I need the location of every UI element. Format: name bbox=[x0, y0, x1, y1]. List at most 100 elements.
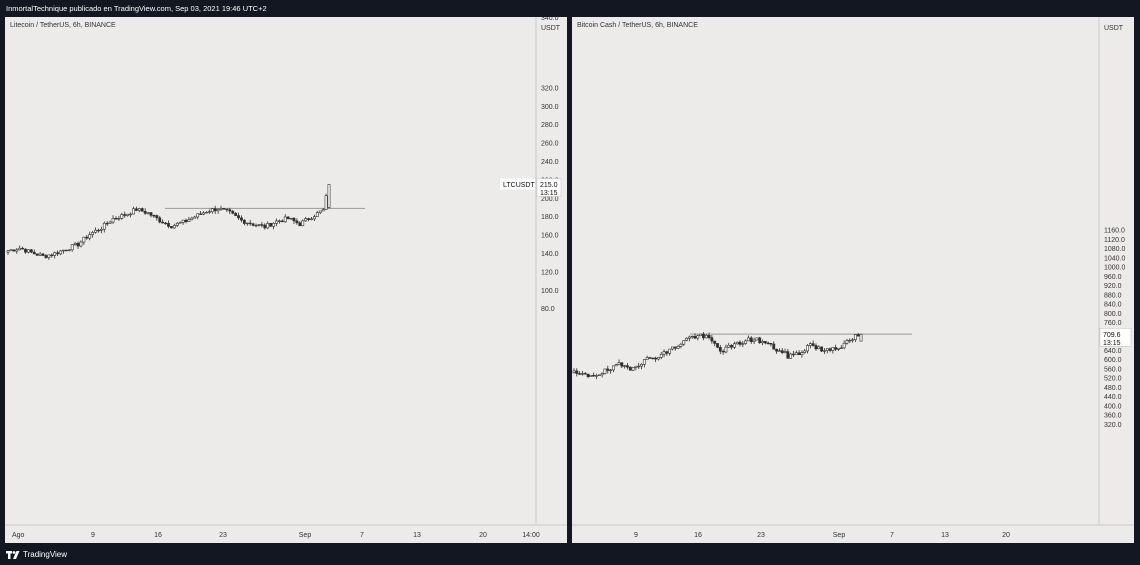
candle bbox=[775, 348, 778, 354]
candle-body bbox=[190, 217, 194, 221]
candle-body bbox=[324, 195, 328, 210]
candle-body bbox=[845, 340, 849, 344]
price-tick-label: 960.0 bbox=[1104, 274, 1122, 281]
candle bbox=[713, 340, 717, 347]
candle bbox=[710, 335, 714, 344]
candle-body bbox=[747, 337, 750, 342]
price-tick-label: 280.0 bbox=[541, 122, 559, 129]
candle bbox=[184, 218, 188, 224]
candle bbox=[254, 223, 258, 228]
candle-body bbox=[752, 339, 756, 342]
candle-body bbox=[213, 208, 217, 212]
candle-body bbox=[817, 346, 821, 350]
time-tick-label: 16 bbox=[154, 532, 162, 539]
candle bbox=[673, 346, 677, 351]
candle bbox=[292, 217, 296, 225]
candle bbox=[732, 341, 736, 350]
candle bbox=[747, 335, 750, 342]
candle-body bbox=[839, 347, 843, 349]
candle bbox=[572, 368, 576, 374]
currency-label: USDT bbox=[1104, 25, 1124, 32]
candle-body bbox=[108, 221, 112, 224]
candle bbox=[105, 221, 109, 227]
candle-body bbox=[837, 347, 840, 350]
price-tick-label: 80.0 bbox=[541, 306, 555, 313]
candle-body bbox=[225, 208, 229, 211]
candle-body bbox=[298, 222, 302, 227]
candle-body bbox=[155, 215, 159, 219]
candle-body bbox=[94, 229, 97, 233]
candle bbox=[9, 249, 13, 252]
price-tick-label: 560.0 bbox=[1104, 366, 1122, 373]
candle-body bbox=[205, 211, 208, 214]
candle bbox=[269, 223, 273, 227]
candle bbox=[32, 249, 36, 255]
litecoin-chart-svg[interactable]: USDT340.0320.0300.0280.0260.0240.0220.02… bbox=[5, 17, 567, 543]
litecoin-chart-panel[interactable]: USDT340.0320.0300.0280.0260.0240.0220.02… bbox=[5, 17, 567, 543]
candle bbox=[671, 346, 674, 351]
candle bbox=[702, 331, 705, 341]
countdown-label: 13:15 bbox=[1103, 340, 1121, 347]
candle bbox=[205, 211, 208, 214]
candle bbox=[53, 251, 57, 259]
candle-body bbox=[778, 350, 781, 352]
candle-body bbox=[738, 341, 742, 345]
candle-body bbox=[143, 211, 147, 214]
candle bbox=[828, 347, 832, 353]
last-price-label: 215.0 bbox=[540, 182, 558, 189]
candle bbox=[260, 221, 264, 228]
candle bbox=[603, 368, 607, 375]
candle bbox=[50, 253, 54, 258]
candle-body bbox=[76, 242, 80, 247]
candle bbox=[318, 210, 322, 215]
candle bbox=[637, 362, 641, 369]
price-tick-label: 260.0 bbox=[541, 141, 559, 148]
candle bbox=[6, 250, 10, 255]
candle-body bbox=[808, 343, 812, 346]
candle bbox=[234, 212, 238, 217]
price-tick-label: 120.0 bbox=[541, 269, 559, 276]
candle bbox=[97, 228, 100, 233]
candle bbox=[645, 355, 649, 360]
candle bbox=[304, 217, 308, 222]
candle-body bbox=[716, 343, 719, 348]
time-tick-label: Ago bbox=[12, 532, 25, 539]
candle-body bbox=[600, 373, 604, 376]
price-tick-label: 320.0 bbox=[541, 85, 559, 92]
candle-body bbox=[24, 248, 27, 253]
candle-body bbox=[269, 223, 273, 227]
candle bbox=[137, 207, 141, 213]
candle bbox=[237, 212, 240, 220]
candle-body bbox=[662, 351, 666, 355]
candle-body bbox=[310, 218, 313, 220]
price-tick-label: 300.0 bbox=[541, 104, 559, 111]
candle bbox=[834, 344, 838, 352]
candle bbox=[654, 356, 657, 363]
candle-body bbox=[606, 368, 610, 371]
candle-body bbox=[766, 342, 770, 345]
candle bbox=[298, 221, 302, 227]
candle-body bbox=[82, 236, 86, 243]
bitcoin-cash-chart-svg[interactable]: USDT 1160.0 1120.0 1080.0 1040.0 1000.0 960.0 9… bbox=[572, 17, 1134, 543]
candle-body bbox=[35, 253, 39, 256]
candle-body bbox=[823, 350, 826, 352]
candle-body bbox=[721, 350, 725, 353]
candle bbox=[47, 254, 51, 260]
candle bbox=[606, 365, 610, 374]
candle bbox=[651, 357, 655, 360]
candle-body bbox=[696, 335, 700, 339]
candle bbox=[117, 215, 121, 221]
candle bbox=[73, 241, 77, 246]
candle-body bbox=[216, 209, 220, 212]
candle-body bbox=[6, 250, 10, 253]
candle bbox=[76, 241, 80, 249]
candle bbox=[143, 208, 147, 215]
candle bbox=[301, 219, 305, 227]
candle bbox=[172, 223, 176, 229]
candle-body bbox=[851, 339, 854, 341]
candle bbox=[634, 365, 638, 371]
candle bbox=[600, 372, 604, 378]
bitcoin-cash-chart-panel[interactable]: USDT 1160.0 1120.0 1080.0 1040.0 1000.0 960.0 9… bbox=[572, 17, 1134, 543]
candle-body bbox=[275, 220, 278, 224]
candle bbox=[806, 343, 809, 354]
